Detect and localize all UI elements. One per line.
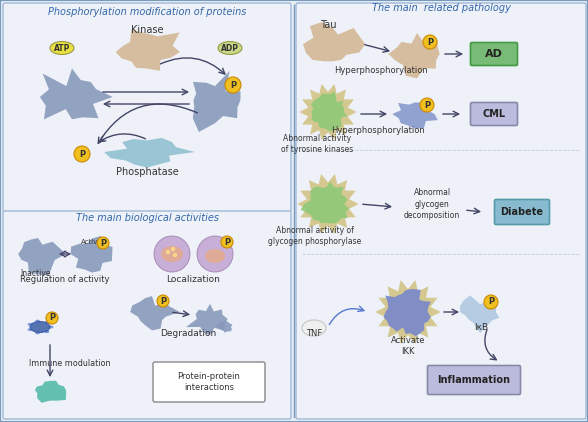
Text: ATP: ATP — [54, 43, 70, 52]
Polygon shape — [104, 138, 195, 168]
Text: CML: CML — [482, 109, 506, 119]
Text: TNF: TNF — [306, 330, 322, 338]
Text: Phosphatase: Phosphatase — [116, 167, 178, 177]
Circle shape — [484, 295, 498, 309]
Text: P: P — [160, 297, 166, 306]
Polygon shape — [116, 30, 180, 71]
Polygon shape — [193, 71, 240, 132]
Circle shape — [420, 98, 434, 112]
Text: P: P — [100, 238, 106, 247]
Text: P: P — [224, 238, 230, 246]
Ellipse shape — [30, 322, 50, 333]
Circle shape — [154, 236, 190, 272]
Text: Abnormal
glycogen
decomposition: Abnormal glycogen decomposition — [404, 188, 460, 219]
Ellipse shape — [44, 330, 49, 333]
FancyBboxPatch shape — [3, 3, 291, 212]
FancyBboxPatch shape — [470, 43, 517, 65]
Polygon shape — [392, 103, 438, 129]
Ellipse shape — [48, 325, 54, 328]
Text: Localization: Localization — [166, 276, 220, 284]
Polygon shape — [298, 175, 358, 233]
Polygon shape — [376, 281, 440, 343]
Text: Diabete: Diabete — [500, 207, 543, 217]
Polygon shape — [388, 33, 440, 78]
Circle shape — [225, 77, 241, 93]
Text: AD: AD — [485, 49, 503, 59]
Text: P: P — [79, 149, 85, 159]
Polygon shape — [40, 68, 113, 119]
Ellipse shape — [28, 323, 32, 326]
FancyBboxPatch shape — [470, 103, 517, 125]
Text: Hyperphosphorylation: Hyperphosphorylation — [331, 125, 425, 135]
Ellipse shape — [302, 320, 326, 336]
Text: The main  related pathology: The main related pathology — [372, 3, 510, 13]
Text: Activate
IKK: Activate IKK — [391, 336, 425, 356]
Ellipse shape — [44, 321, 49, 324]
Polygon shape — [71, 236, 112, 273]
Circle shape — [46, 312, 58, 324]
Text: IκB: IκB — [474, 322, 488, 332]
Ellipse shape — [35, 331, 40, 334]
Polygon shape — [383, 289, 431, 336]
Text: The main biological activities: The main biological activities — [75, 213, 219, 223]
Text: ADP: ADP — [221, 43, 239, 52]
Polygon shape — [300, 181, 349, 224]
Text: Regulation of activity: Regulation of activity — [20, 276, 110, 284]
Ellipse shape — [50, 41, 74, 54]
Circle shape — [173, 253, 177, 257]
Ellipse shape — [161, 246, 183, 262]
Text: Tau: Tau — [320, 20, 336, 30]
Ellipse shape — [218, 41, 242, 54]
Text: Inflammation: Inflammation — [437, 375, 510, 385]
Text: Hyperphosphorylation: Hyperphosphorylation — [334, 65, 428, 75]
FancyBboxPatch shape — [296, 3, 586, 419]
FancyBboxPatch shape — [495, 200, 550, 225]
Circle shape — [171, 247, 175, 251]
Polygon shape — [311, 92, 348, 132]
Circle shape — [221, 236, 233, 248]
Polygon shape — [216, 321, 232, 333]
Text: P: P — [488, 298, 494, 306]
Polygon shape — [300, 85, 356, 139]
Text: Kinase: Kinase — [131, 25, 163, 35]
FancyBboxPatch shape — [3, 211, 291, 419]
Text: Protein-protein
interactions: Protein-protein interactions — [178, 372, 240, 392]
Polygon shape — [460, 295, 499, 333]
Circle shape — [197, 236, 233, 272]
Text: P: P — [49, 314, 55, 322]
Circle shape — [157, 295, 169, 307]
FancyBboxPatch shape — [427, 365, 520, 395]
Text: Abnormal activity of
glycogen phosphorylase: Abnormal activity of glycogen phosphoryl… — [268, 226, 362, 246]
Circle shape — [423, 35, 437, 49]
Text: P: P — [427, 38, 433, 46]
Text: P: P — [230, 81, 236, 89]
Text: Immune modulation: Immune modulation — [29, 360, 111, 368]
Polygon shape — [186, 304, 228, 335]
Polygon shape — [303, 22, 365, 61]
Text: Phosphorylation modification of proteins: Phosphorylation modification of proteins — [48, 7, 246, 17]
Circle shape — [74, 146, 90, 162]
FancyBboxPatch shape — [153, 362, 265, 402]
Polygon shape — [18, 238, 66, 276]
Ellipse shape — [28, 328, 32, 331]
Ellipse shape — [205, 249, 225, 263]
Ellipse shape — [35, 319, 40, 323]
Text: Inactive: Inactive — [20, 268, 50, 278]
Polygon shape — [130, 296, 180, 330]
Circle shape — [97, 237, 109, 249]
Circle shape — [166, 250, 170, 254]
Polygon shape — [35, 381, 66, 403]
Text: P: P — [424, 100, 430, 109]
Text: Degradation: Degradation — [160, 330, 216, 338]
Text: Abnormal activity
of tyrosine kinases: Abnormal activity of tyrosine kinases — [281, 134, 353, 154]
Text: Active: Active — [81, 239, 103, 245]
